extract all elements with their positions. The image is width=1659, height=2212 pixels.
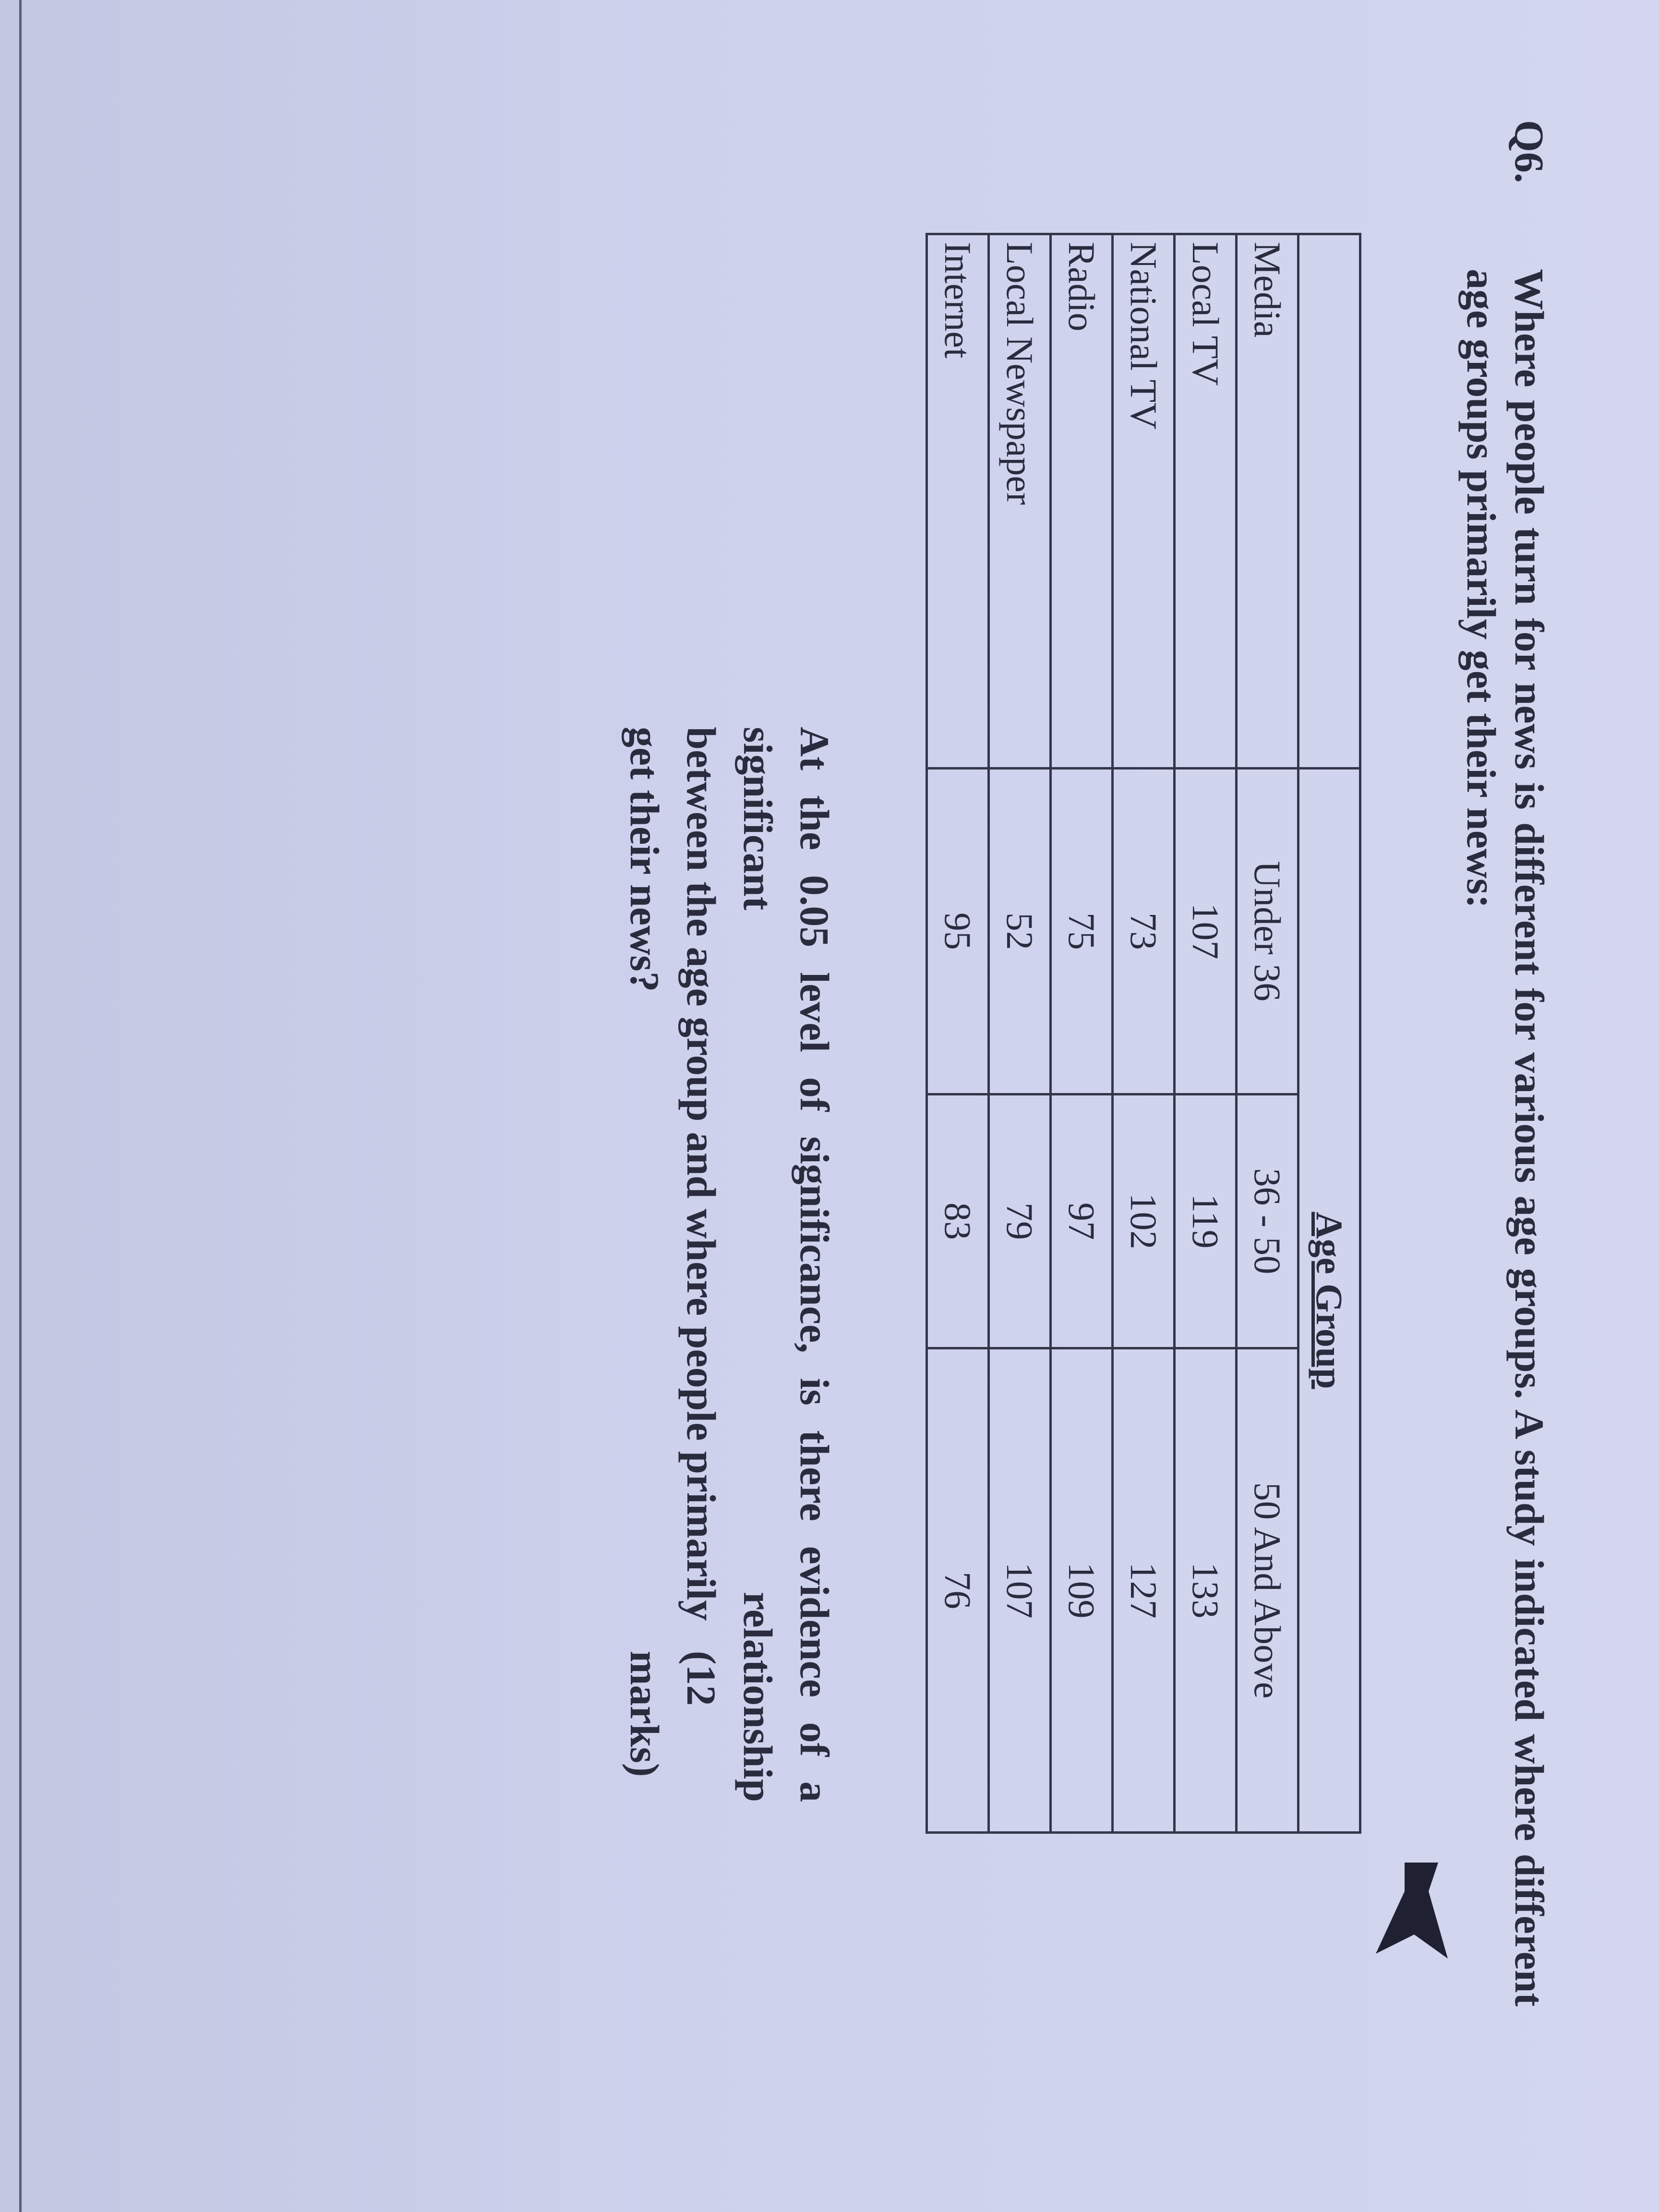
prompt-line-2-row: between the age group and where people p… <box>616 727 730 1802</box>
handwritten-arrow-icon <box>1376 1863 1448 1959</box>
column-header: Media <box>1236 234 1298 769</box>
page-margin-line <box>19 0 22 2212</box>
table-row: Internet 95 83 76 <box>926 234 989 1833</box>
row-label: Local TV <box>1174 234 1237 769</box>
question-text: Where people turn for news is different … <box>1458 269 1552 2007</box>
marks-label: (12 marks) <box>622 1650 724 1777</box>
cell: 119 <box>1174 1094 1237 1348</box>
cell: 83 <box>926 1094 989 1348</box>
arrowhead-mark <box>1376 1863 1448 1959</box>
cell: 107 <box>988 1348 1051 1833</box>
row-label: Internet <box>926 234 989 769</box>
cell: 107 <box>1174 768 1237 1094</box>
row-label: Radio <box>1050 234 1113 769</box>
prompt-line-1: At the 0.05 level of significance, is th… <box>735 727 838 1802</box>
cell: 73 <box>1112 768 1175 1094</box>
row-label: Local Newspaper <box>988 234 1051 769</box>
age-group-header: Age Group <box>1298 768 1360 1833</box>
cell: 76 <box>926 1348 989 1833</box>
data-table: Age Group Media Under 36 36 - 50 50 And … <box>926 233 1361 1834</box>
cell: 97 <box>1050 1094 1113 1348</box>
prompt-line-2: between the age group and where people p… <box>622 727 724 1621</box>
cell: 109 <box>1050 1348 1113 1833</box>
column-header: 50 And Above <box>1236 1348 1298 1833</box>
cell: 95 <box>926 768 989 1094</box>
cell: 75 <box>1050 768 1113 1094</box>
table-group-header-row: Age Group <box>1298 234 1360 1833</box>
column-header: Under 36 <box>1236 768 1298 1094</box>
table-row: National TV 73 102 127 <box>1112 234 1175 1833</box>
cell: 79 <box>988 1094 1051 1348</box>
cell: 102 <box>1112 1094 1175 1348</box>
cell: 52 <box>988 768 1051 1094</box>
empty-cell <box>1298 234 1360 769</box>
question-prompt: At the 0.05 level of significance, is th… <box>616 727 843 1802</box>
column-header: 36 - 50 <box>1236 1094 1298 1348</box>
table-row: Local TV 107 119 133 <box>1174 234 1237 1833</box>
row-label: National TV <box>1112 234 1175 769</box>
table-header-row: Media Under 36 36 - 50 50 And Above <box>1236 234 1298 1833</box>
question-number: Q6. <box>1506 120 1552 183</box>
cell: 127 <box>1112 1348 1175 1833</box>
table-row: Radio 75 97 109 <box>1050 234 1113 1833</box>
table-row: Local Newspaper 52 79 107 <box>988 234 1051 1833</box>
cell: 133 <box>1174 1348 1237 1833</box>
